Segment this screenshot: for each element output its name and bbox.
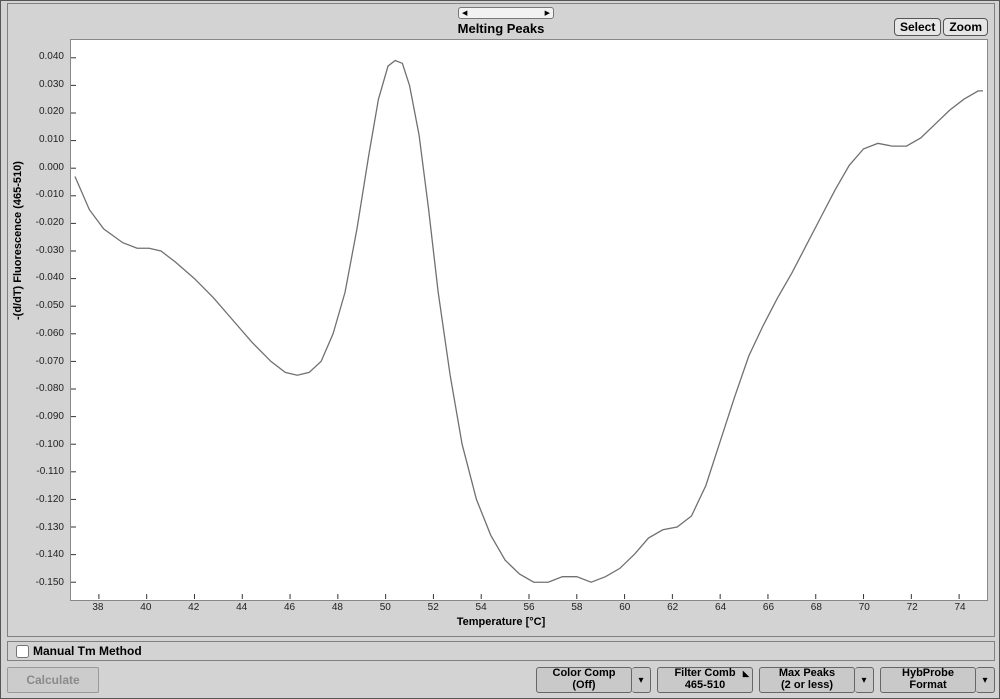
x-tick-label: 44 <box>236 602 247 613</box>
filter-comb-button[interactable]: ◣ Filter Comb 465-510 <box>657 667 753 693</box>
y-tick-label: -0.150 <box>32 577 64 588</box>
y-tick-label: -0.130 <box>32 522 64 533</box>
chevron-down-icon: ▾ <box>982 675 987 686</box>
color-comp-dropdown[interactable]: ▾ <box>632 667 651 693</box>
filter-comb-line2: 465-510 <box>685 680 725 692</box>
y-tick-label: 0.030 <box>32 79 64 90</box>
hybprobe-combo: HybProbe Format ▾ <box>880 667 995 693</box>
max-peaks-combo: Max Peaks (2 or less) ▾ <box>759 667 874 693</box>
x-tick-label: 54 <box>476 602 487 613</box>
y-tick-label: 0.020 <box>32 106 64 117</box>
y-tick-label: -0.010 <box>32 189 64 200</box>
x-tick-label: 52 <box>428 602 439 613</box>
manual-tm-checkbox[interactable] <box>16 645 29 658</box>
chevron-right-icon: ▶ <box>545 9 550 17</box>
x-tick-label: 58 <box>571 602 582 613</box>
x-tick-label: 68 <box>811 602 822 613</box>
x-tick-label: 56 <box>523 602 534 613</box>
x-tick-label: 42 <box>188 602 199 613</box>
y-axis-label: -(d/dT) Fluorescence (465-510) <box>12 161 24 320</box>
y-tick-label: -0.070 <box>32 356 64 367</box>
y-tick-label: -0.140 <box>32 549 64 560</box>
y-tick-label: 0.000 <box>32 162 64 173</box>
y-tick-label: -0.090 <box>32 411 64 422</box>
y-tick-label: -0.120 <box>32 494 64 505</box>
x-axis-label: Temperature [°C] <box>8 616 994 628</box>
y-tick-label: -0.020 <box>32 217 64 228</box>
chevron-down-icon: ▾ <box>638 675 643 686</box>
color-comp-line2: (Off) <box>572 680 595 692</box>
max-peaks-button[interactable]: Max Peaks (2 or less) <box>759 667 855 693</box>
x-tick-label: 70 <box>859 602 870 613</box>
plot-svg <box>71 40 987 600</box>
hybprobe-button[interactable]: HybProbe Format <box>880 667 976 693</box>
color-comp-combo: Color Comp (Off) ▾ <box>536 667 651 693</box>
y-tick-label: -0.080 <box>32 383 64 394</box>
x-tick-label: 72 <box>907 602 918 613</box>
select-button[interactable]: Select <box>894 18 941 36</box>
x-tick-label: 38 <box>92 602 103 613</box>
x-tick-label: 64 <box>715 602 726 613</box>
chart-panel: ◀ ▶ Melting Peaks Select Zoom -(d/dT) Fl… <box>7 3 995 637</box>
max-peaks-line2: (2 or less) <box>781 680 833 692</box>
series-dropdown[interactable]: ◀ ▶ <box>458 7 554 19</box>
calculate-label: Calculate <box>26 673 79 687</box>
color-comp-button[interactable]: Color Comp (Off) <box>536 667 632 693</box>
x-tick-label: 40 <box>140 602 151 613</box>
chart-title: Melting Peaks <box>8 21 994 36</box>
triangle-icon: ◣ <box>743 670 749 678</box>
select-zoom-group: Select Zoom <box>894 18 988 36</box>
hybprobe-dropdown[interactable]: ▾ <box>976 667 995 693</box>
y-tick-label: -0.100 <box>32 439 64 450</box>
bottom-toolbar: Calculate Color Comp (Off) ▾ ◣ Filter Co… <box>7 665 995 695</box>
zoom-button[interactable]: Zoom <box>943 18 988 36</box>
max-peaks-dropdown[interactable]: ▾ <box>855 667 874 693</box>
chevron-down-icon: ▾ <box>861 675 866 686</box>
manual-tm-row: Manual Tm Method <box>7 641 995 661</box>
x-tick-label: 62 <box>667 602 678 613</box>
x-tick-label: 46 <box>284 602 295 613</box>
y-tick-label: 0.040 <box>32 51 64 62</box>
chevron-left-icon: ◀ <box>462 9 467 17</box>
y-tick-label: -0.040 <box>32 272 64 283</box>
x-tick-label: 74 <box>954 602 965 613</box>
manual-tm-label: Manual Tm Method <box>33 644 142 658</box>
hybprobe-line2: Format <box>909 680 946 692</box>
x-tick-label: 50 <box>380 602 391 613</box>
y-tick-label: -0.110 <box>32 466 64 477</box>
y-tick-label: -0.030 <box>32 245 64 256</box>
filter-comb-combo: ◣ Filter Comb 465-510 <box>657 667 753 693</box>
x-tick-label: 48 <box>332 602 343 613</box>
y-tick-label: -0.050 <box>32 300 64 311</box>
app-window: ◀ ▶ Melting Peaks Select Zoom -(d/dT) Fl… <box>0 0 1000 699</box>
y-tick-label: -0.060 <box>32 328 64 339</box>
x-tick-label: 66 <box>763 602 774 613</box>
x-tick-label: 60 <box>619 602 630 613</box>
y-tick-label: 0.010 <box>32 134 64 145</box>
plot-area[interactable] <box>70 39 988 601</box>
calculate-button[interactable]: Calculate <box>7 667 99 693</box>
